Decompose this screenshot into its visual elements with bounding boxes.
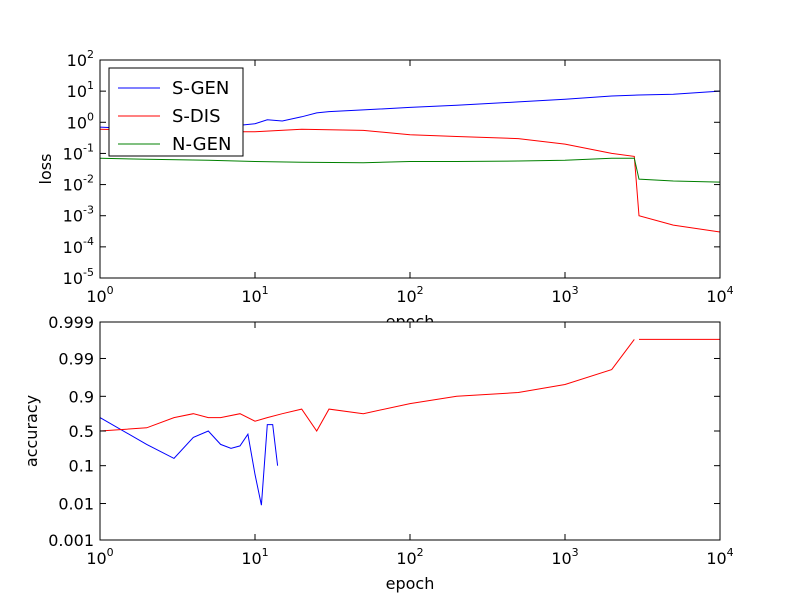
accuracy-series	[99, 338, 720, 506]
accuracy-ticks: 100 101 102 103 1040.9990.990.90.50.10.010.0…	[48, 313, 733, 568]
accuracy-ytick-label: 0.1	[69, 457, 94, 476]
accuracy-line-series-0	[99, 417, 279, 506]
accuracy-panel: 100 101 102 103 1040.9990.990.90.50.10.010.0…	[22, 313, 734, 593]
loss-line-n-gen	[99, 157, 721, 183]
legend-label-s-dis: S-DIS	[172, 106, 221, 127]
legend-box	[108, 67, 244, 157]
accuracy-ytick-label: 0.001	[48, 531, 94, 550]
accuracy-line-series-1	[99, 339, 635, 432]
accuracy-ytick-label: 0.01	[58, 495, 94, 514]
loss-panel: 100 101 102 103 10410210110010-110-210-310-4…	[36, 48, 734, 331]
legend-label-n-gen: N-GEN	[172, 134, 231, 155]
accuracy-ylabel: accuracy	[22, 395, 41, 467]
accuracy-ytick-label: 0.999	[48, 313, 94, 332]
legend: S-GEN S-DIS N-GEN	[108, 67, 244, 157]
accuracy-xlabel: epoch	[386, 574, 435, 593]
accuracy-ytick-label: 0.99	[58, 349, 94, 368]
loss-ylabel: loss	[36, 154, 55, 185]
accuracy-ytick-label: 0.9	[69, 387, 94, 406]
accuracy-plot-area	[100, 322, 720, 540]
legend-label-s-gen: S-GEN	[172, 78, 229, 99]
accuracy-ytick-label: 0.5	[69, 422, 94, 441]
